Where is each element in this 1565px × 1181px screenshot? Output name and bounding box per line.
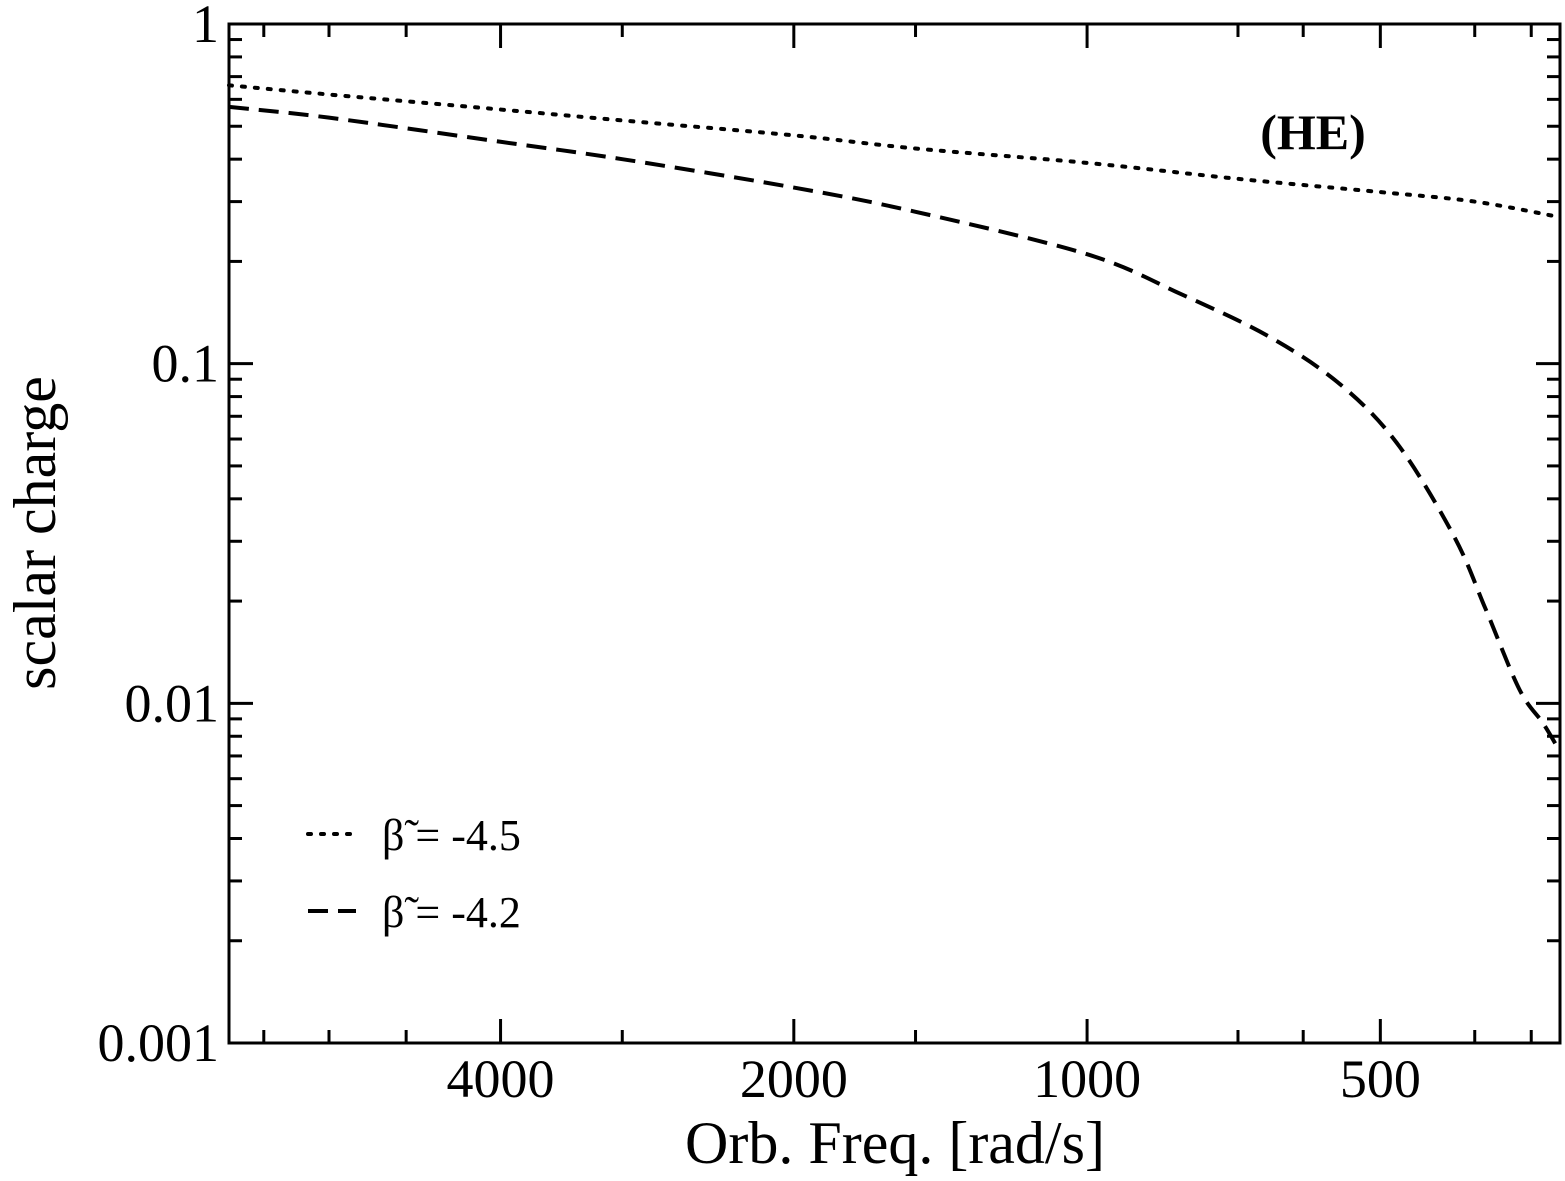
x-tick-label: 1000 — [1033, 1049, 1141, 1109]
y-tick-label: 0.1 — [152, 334, 220, 394]
y-tick-label: 0.01 — [125, 673, 220, 733]
legend-label-0: β̃ = -4.5 — [382, 811, 521, 860]
y-axis-title: scalar charge — [2, 376, 68, 690]
annotation-label: (HE) — [1260, 104, 1366, 160]
tick-labels: 1 0.1 0.01 0.001 4000 2000 1000 500 — [98, 0, 1421, 1109]
legend: β̃ = -4.5 β̃ = -4.2 — [306, 811, 521, 937]
axis-ticks — [229, 22, 1560, 1045]
series-line-1 — [228, 104, 1562, 753]
y-tick-label: 1 — [192, 0, 219, 54]
x-tick-label: 4000 — [447, 1049, 555, 1109]
legend-label-1: β̃ = -4.2 — [382, 888, 521, 937]
x-tick-label: 500 — [1340, 1049, 1421, 1109]
x-tick-label: 2000 — [740, 1049, 848, 1109]
y-tick-label: 0.001 — [98, 1013, 220, 1073]
plot-frame — [227, 22, 1562, 1045]
series-lines — [227, 83, 1562, 753]
x-axis-title: Orb. Freq. [rad/s] — [685, 1110, 1105, 1176]
series-line-0 — [227, 83, 1562, 220]
